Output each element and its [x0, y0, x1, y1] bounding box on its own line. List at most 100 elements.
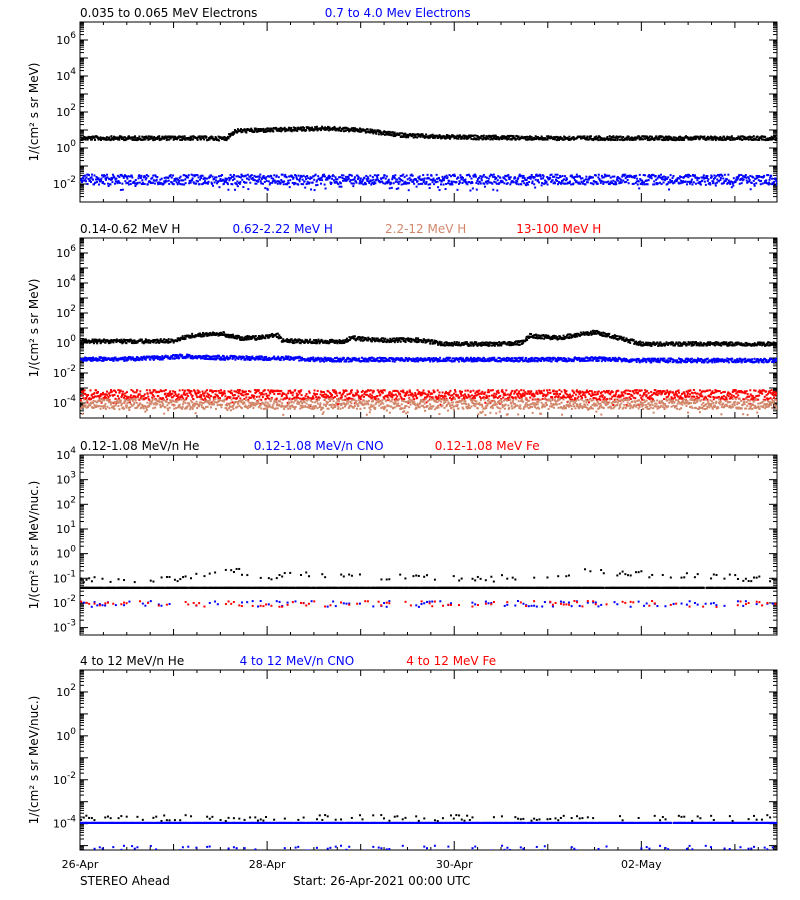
- data-point-series-2: [701, 179, 704, 182]
- data-point-series-2: [491, 175, 494, 178]
- data-point-series-2: [632, 176, 635, 179]
- data-point-series-2: [81, 176, 84, 179]
- data-point-series-1: [461, 137, 464, 140]
- data-point-series-1: [740, 342, 743, 345]
- data-point-series-1: [371, 337, 374, 340]
- data-point-series-1: [544, 335, 547, 338]
- data-point-series-2: [82, 359, 85, 362]
- data-point-series-2: [776, 175, 777, 178]
- data-point-series-2: [770, 183, 773, 186]
- data-point-series-2: [365, 174, 368, 177]
- data-point-series-1: [586, 135, 589, 138]
- data-point-series-2: [556, 173, 559, 176]
- data-point-series-1: [342, 339, 345, 342]
- data-point-series-1: [477, 138, 480, 141]
- data-point-series-1: [385, 341, 388, 344]
- data-point-series-2: [244, 174, 247, 177]
- data-point-series-2: [446, 176, 449, 179]
- data-point-series-2: [597, 176, 600, 179]
- data-point-series-1: [328, 126, 331, 129]
- data-point-series-1: [172, 341, 175, 344]
- data-point-series-2: [562, 179, 565, 182]
- data-point-series-1: [268, 334, 271, 337]
- data-point-series-1: [296, 129, 299, 132]
- data-point-series-1: [574, 335, 577, 338]
- data-point-series-2: [326, 178, 329, 181]
- data-point-series-2: [736, 178, 739, 181]
- data-point-series-1: [81, 342, 84, 345]
- data-point-series-1: [378, 340, 381, 343]
- data-point-series-1: [237, 336, 240, 339]
- data-point-series-2: [406, 178, 409, 181]
- data-point-series-2: [604, 175, 607, 178]
- data-point-series-2: [653, 180, 656, 183]
- data-point-series-2: [122, 176, 125, 179]
- data-point-series-1: [243, 128, 246, 131]
- data-point-series-1: [125, 138, 128, 141]
- data-point-series-2: [526, 181, 529, 184]
- data-point-series-1: [572, 137, 575, 140]
- data-point-series-2: [171, 357, 174, 360]
- data-point-series-1: [190, 335, 193, 338]
- data-point-series-2: [98, 178, 101, 181]
- data-point-series-2: [735, 176, 738, 179]
- data-point-series-2: [116, 182, 119, 185]
- data-point-series-2: [353, 177, 356, 180]
- data-point-series-2: [425, 182, 428, 185]
- data-point-series-2: [686, 183, 689, 186]
- data-point-series-2: [469, 182, 472, 185]
- data-point-series-1: [399, 340, 402, 343]
- data-point-series-1: [82, 341, 85, 344]
- data-point-series-1: [152, 339, 155, 342]
- data-point-series-2: [774, 178, 777, 181]
- data-point-series-2: [551, 179, 554, 182]
- data-point-series-1: [644, 342, 647, 345]
- data-point-series-2: [397, 187, 400, 190]
- data-point-series-1: [354, 127, 357, 130]
- data-point-series-2: [215, 176, 218, 179]
- data-point-series-1: [353, 337, 356, 340]
- data-point-series-2: [744, 174, 747, 177]
- data-point-series-2: [734, 180, 737, 183]
- data-point-series-1: [658, 344, 661, 347]
- data-point-series-2: [118, 176, 121, 179]
- data-point-series-2: [418, 175, 421, 178]
- data-point-series-1: [618, 138, 621, 141]
- data-point-series-1: [466, 135, 469, 138]
- data-point-series-2: [129, 179, 132, 182]
- data-point-series-2: [520, 174, 523, 177]
- data-point-series-2: [112, 359, 115, 362]
- data-point-series-2: [155, 178, 158, 181]
- data-point-series-2: [277, 176, 280, 179]
- data-point-series-1: [222, 333, 225, 336]
- data-point-series-1: [209, 332, 212, 335]
- data-point-series-1: [456, 134, 459, 137]
- data-point-series-1: [334, 127, 337, 130]
- data-point-series-1: [508, 340, 511, 343]
- data-point-series-1: [167, 135, 170, 138]
- data-point-series-2: [503, 177, 506, 180]
- data-point-series-2: [367, 180, 370, 183]
- data-point-series-1: [675, 139, 678, 142]
- data-point-series-1: [189, 135, 192, 138]
- data-point-series-1: [648, 139, 651, 142]
- data-point-series-2: [703, 177, 706, 180]
- data-point-series-2: [648, 174, 651, 177]
- data-point-series-1: [662, 139, 665, 142]
- data-point-series-1: [762, 341, 765, 344]
- data-point-series-2: [594, 181, 597, 184]
- data-point-series-1: [347, 339, 350, 342]
- data-point-series-1: [384, 337, 387, 340]
- data-point-series-1: [487, 344, 490, 347]
- data-point-series-2: [87, 178, 90, 181]
- data-point-series-2: [489, 181, 492, 184]
- data-point-series-2: [760, 179, 763, 182]
- data-point-series-1: [326, 341, 329, 344]
- data-point-series-1: [536, 334, 539, 337]
- data-point-series-2: [546, 183, 549, 186]
- data-point-series-2: [740, 182, 743, 185]
- data-point-series-1: [431, 339, 434, 342]
- data-point-series-2: [546, 176, 549, 179]
- data-point-series-2: [559, 176, 562, 179]
